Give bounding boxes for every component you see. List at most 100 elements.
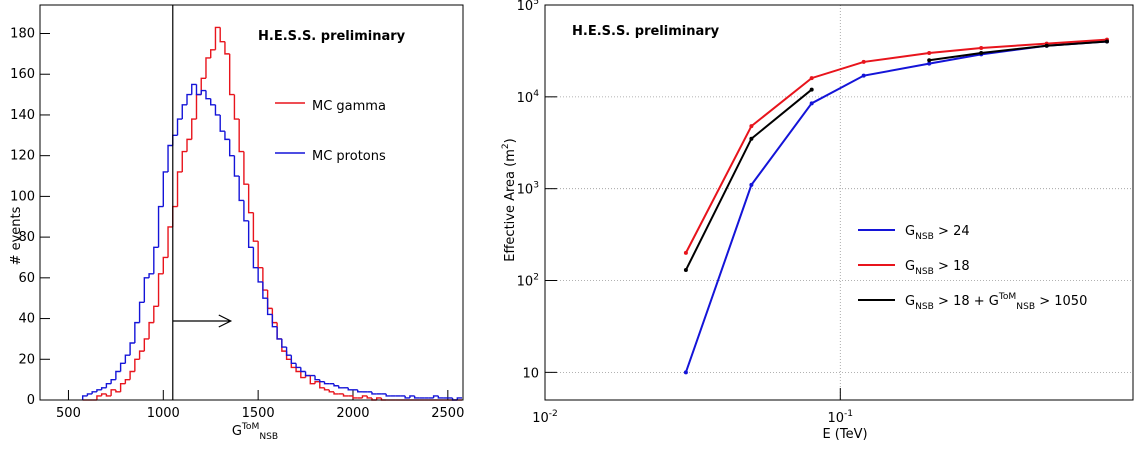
histogram-bin xyxy=(138,350,145,360)
histogram-bin xyxy=(333,383,339,387)
x-tick-label: 1500 xyxy=(242,406,275,421)
histogram-bin xyxy=(281,338,287,352)
histogram-bin xyxy=(214,104,221,116)
histogram-bin xyxy=(219,114,225,132)
histogram-bin xyxy=(129,370,135,380)
histogram-bin xyxy=(257,267,263,283)
histogram-bin xyxy=(300,367,306,373)
histogram-bin xyxy=(157,205,164,248)
x-tick-label: 500 xyxy=(56,406,81,421)
histogram-bin xyxy=(243,151,249,185)
histogram-bin xyxy=(233,94,240,120)
histogram-bin xyxy=(138,301,145,323)
x-axis-label: E (TeV) xyxy=(822,427,867,442)
data-point xyxy=(683,268,688,273)
histogram-bin xyxy=(224,41,230,55)
histogram-bin xyxy=(105,383,112,388)
histogram-bin xyxy=(247,184,254,214)
histogram-bin xyxy=(214,26,221,50)
histogram-bin xyxy=(148,273,154,278)
data-point xyxy=(683,250,688,255)
histogram-bin xyxy=(100,387,107,390)
histogram-bin xyxy=(167,144,173,172)
histogram-bin xyxy=(323,387,330,391)
histogram-bin xyxy=(266,298,273,316)
histogram-bin xyxy=(304,371,311,377)
chart-title: H.E.S.S. preliminary xyxy=(572,24,720,39)
histogram-bin xyxy=(134,358,140,372)
histogram-bin xyxy=(285,347,292,356)
histogram-bin xyxy=(252,212,259,242)
histogram-bin xyxy=(186,138,192,152)
data-point xyxy=(749,124,754,129)
series-line xyxy=(685,38,1108,254)
y-tick-label: 102 xyxy=(517,273,539,290)
legend-label: MC protons xyxy=(312,149,386,164)
data-point xyxy=(809,87,814,92)
histogram-bin xyxy=(91,391,97,394)
data-point xyxy=(1104,39,1109,44)
data-point xyxy=(927,61,932,66)
y-tick-label: 80 xyxy=(18,230,35,245)
x-tick-label: 2500 xyxy=(431,406,464,421)
histogram-bin xyxy=(437,395,444,399)
histogram-bin xyxy=(195,84,202,96)
x-tick-label: 10-1 xyxy=(827,409,853,426)
y-tick-label: 0 xyxy=(27,393,35,408)
histogram-bin xyxy=(432,395,439,398)
histogram-bin xyxy=(266,290,273,310)
histogram-bin xyxy=(271,308,278,324)
legend-label: GNSB > 18 xyxy=(905,259,970,277)
histogram-bin xyxy=(162,171,169,207)
histogram-bin xyxy=(262,281,268,299)
y-tick-label: 100 xyxy=(10,189,35,204)
histogram-bin xyxy=(314,375,320,381)
histogram-bin xyxy=(247,220,254,248)
series-line xyxy=(684,40,1108,271)
histogram-bin xyxy=(361,395,368,398)
data-point xyxy=(809,101,814,106)
histogram-bin xyxy=(271,314,278,328)
histogram-bin xyxy=(323,381,330,385)
histogram-bin xyxy=(124,354,131,364)
histogram-bin xyxy=(309,375,316,385)
histogram-bin xyxy=(257,241,263,269)
histogram-bin xyxy=(375,397,382,400)
histogram-bin xyxy=(328,389,335,393)
data-point xyxy=(1044,43,1049,48)
histogram-bin xyxy=(314,380,320,384)
histogram-bin xyxy=(252,247,259,269)
histogram-bin xyxy=(119,362,126,372)
x-tick-label: 2000 xyxy=(336,406,369,421)
histogram-bin xyxy=(238,176,244,202)
x-axis-label: GToMNSB xyxy=(232,422,278,442)
histogram-bin xyxy=(110,378,116,384)
histogram-bin xyxy=(153,305,159,323)
histogram-bin xyxy=(176,118,183,136)
data-point xyxy=(683,370,688,375)
data-point xyxy=(749,136,754,141)
histogram-bin xyxy=(162,256,169,274)
histogram-bin xyxy=(96,389,102,392)
data-point xyxy=(927,58,932,63)
histogram-bin xyxy=(205,57,211,79)
histogram-bin xyxy=(210,49,216,58)
histogram-bin xyxy=(200,89,206,95)
histogram-bin xyxy=(191,118,197,140)
histogram-bin xyxy=(115,370,121,380)
histogram-bin xyxy=(153,246,159,274)
legend-label: GNSB > 18 + GToMNSB > 1050 xyxy=(905,292,1087,312)
histogram-bin xyxy=(347,387,353,391)
histogram-bin xyxy=(281,338,287,348)
histogram-bin xyxy=(191,83,197,95)
histogram-bin xyxy=(157,273,164,307)
plot-area xyxy=(683,37,1109,375)
histogram-bin xyxy=(200,77,206,95)
y-tick-label: 104 xyxy=(517,89,540,106)
y-axis-label: # events xyxy=(9,206,24,265)
histogram-bin xyxy=(172,134,178,146)
histogram-bin xyxy=(81,395,88,400)
histogram-bin xyxy=(319,379,325,383)
histogram-bin xyxy=(228,139,235,157)
y-tick-label: 10 xyxy=(522,366,539,381)
